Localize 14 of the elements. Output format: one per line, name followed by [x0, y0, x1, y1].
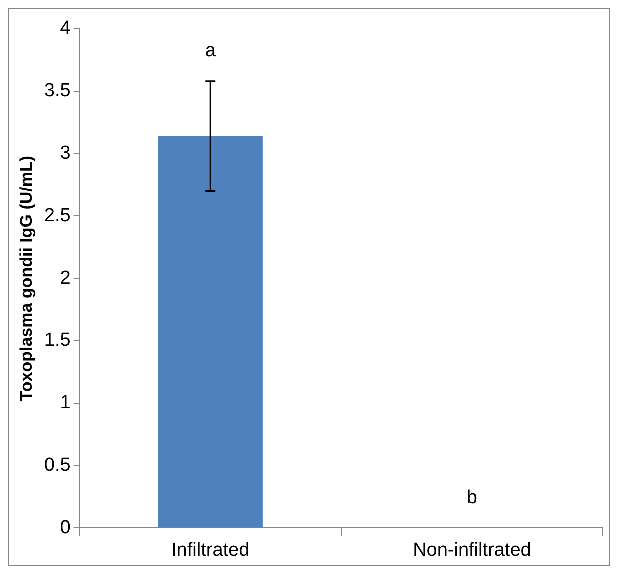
y-tick-label: 3.5: [44, 80, 71, 102]
y-tick-label: 0: [60, 517, 71, 538]
annotation: b: [466, 487, 478, 508]
y-tick-label: 0.5: [44, 455, 71, 476]
x-tick-label: Non-infiltrated: [413, 540, 532, 561]
y-tick-label: 2: [60, 268, 71, 289]
y-tick-label: 2.5: [44, 205, 71, 226]
y-tick-label: 4: [60, 18, 72, 40]
y-tick-label: 1: [60, 392, 71, 414]
y-tick-label: 3: [60, 143, 71, 164]
y-axis-title: Toxoplasma gondii IgG (U/mL): [16, 156, 36, 402]
x-tick-label: Infiltrated: [172, 540, 250, 561]
y-tick-label: 1.5: [44, 330, 71, 352]
annotation: a: [205, 40, 216, 62]
